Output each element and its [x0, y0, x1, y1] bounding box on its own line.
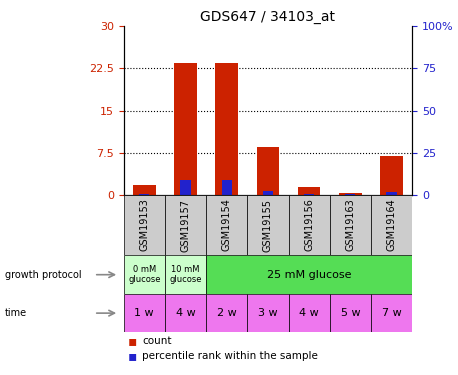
Text: count: count: [142, 336, 171, 346]
Bar: [124, 294, 165, 332]
Bar: [165, 195, 206, 255]
Text: 25 mM glucose: 25 mM glucose: [267, 270, 351, 280]
Text: ▪: ▪: [128, 334, 137, 348]
Bar: [124, 255, 165, 294]
Text: 2 w: 2 w: [217, 308, 237, 318]
Bar: [330, 195, 371, 255]
Bar: [289, 195, 330, 255]
Text: ▪: ▪: [128, 349, 137, 363]
Text: GSM19164: GSM19164: [387, 199, 397, 251]
Text: GSM19156: GSM19156: [304, 199, 314, 251]
Bar: [133, 185, 156, 195]
Bar: [174, 63, 197, 195]
Bar: [263, 191, 273, 195]
Bar: [180, 180, 191, 195]
Bar: [304, 194, 314, 195]
Title: GDS647 / 34103_at: GDS647 / 34103_at: [201, 10, 335, 24]
Text: percentile rank within the sample: percentile rank within the sample: [142, 351, 318, 361]
Bar: [206, 195, 247, 255]
Text: 3 w: 3 w: [258, 308, 278, 318]
Text: 1 w: 1 w: [135, 308, 154, 318]
Bar: [165, 294, 206, 332]
Bar: [371, 294, 412, 332]
Text: GSM19154: GSM19154: [222, 199, 232, 251]
Text: GSM19163: GSM19163: [345, 199, 355, 251]
Bar: [387, 192, 397, 195]
Bar: [371, 195, 412, 255]
Bar: [206, 294, 247, 332]
Bar: [165, 255, 206, 294]
Text: growth protocol: growth protocol: [5, 270, 81, 280]
Bar: [380, 156, 403, 195]
Bar: [298, 187, 321, 195]
Bar: [247, 195, 289, 255]
Bar: [330, 294, 371, 332]
Bar: [256, 147, 279, 195]
Text: 7 w: 7 w: [382, 308, 402, 318]
Bar: [139, 194, 149, 195]
Bar: [289, 294, 330, 332]
Text: 4 w: 4 w: [175, 308, 196, 318]
Bar: [124, 195, 165, 255]
Text: GSM19155: GSM19155: [263, 198, 273, 252]
Text: 0 mM
glucose: 0 mM glucose: [128, 265, 160, 284]
Text: GSM19157: GSM19157: [180, 198, 191, 252]
Bar: [339, 193, 362, 195]
Text: 5 w: 5 w: [341, 308, 360, 318]
Text: GSM19153: GSM19153: [139, 199, 149, 251]
Text: time: time: [5, 308, 27, 318]
Bar: [206, 255, 412, 294]
Bar: [247, 294, 289, 332]
Bar: [222, 180, 232, 195]
Text: 10 mM
glucose: 10 mM glucose: [169, 265, 202, 284]
Text: 4 w: 4 w: [299, 308, 319, 318]
Bar: [215, 63, 238, 195]
